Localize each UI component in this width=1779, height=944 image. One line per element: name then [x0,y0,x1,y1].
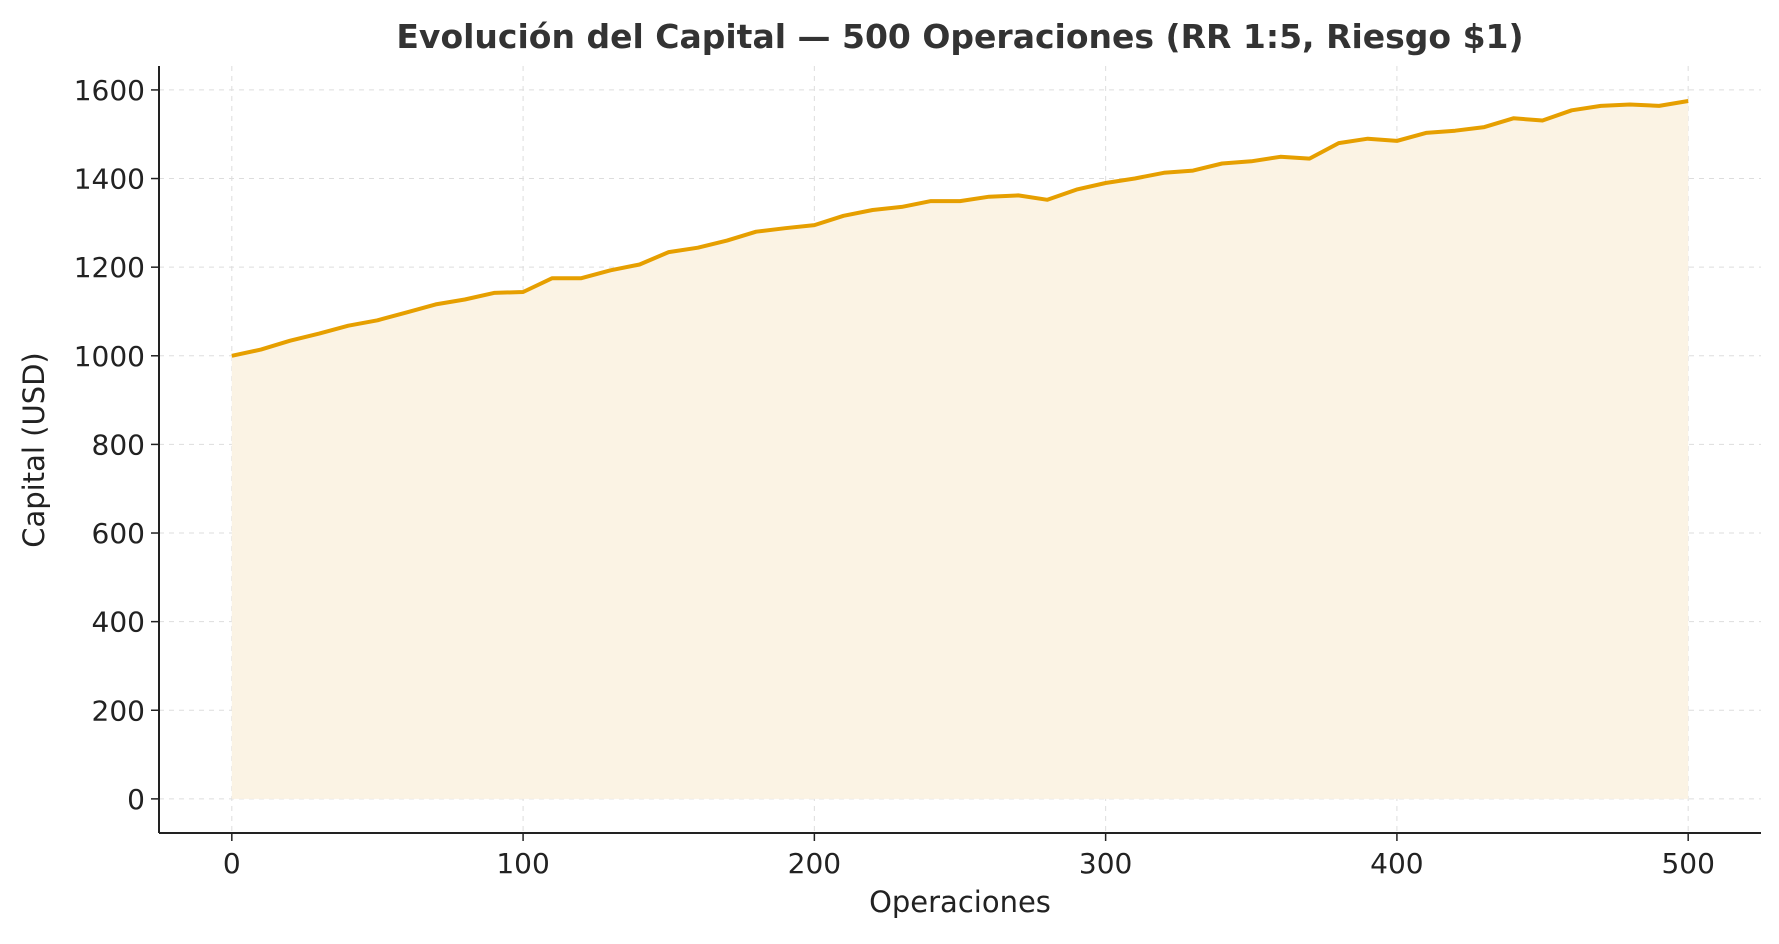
series-line [231,99,1689,358]
y-tick-label: 1600 [74,74,145,107]
axes: 0 100 200 300 400 500 0 200 400 600 800 1000 1200 140… [74,66,1761,880]
x-tick-label: 500 [1661,847,1714,880]
y-tick-label: 600 [92,517,145,550]
x-tick-label: 300 [1079,847,1132,880]
y-tick-label: 1000 [74,340,145,373]
y-tick-label: 1200 [74,251,145,284]
x-tick-label: 400 [1370,847,1423,880]
chart-title: Evolución del Capital — 500 Operaciones … [396,17,1523,56]
x-tick-label: 200 [788,847,841,880]
x-tick-label: 100 [496,847,549,880]
y-tick-label: 200 [92,694,145,727]
x-axis-label: Operaciones [869,885,1051,919]
y-tick-label: 800 [92,428,145,461]
y-tick-label: 1400 [74,163,145,196]
x-tick-label: 0 [223,847,241,880]
area-fill [231,101,1689,799]
y-tick-label: 400 [92,606,145,639]
y-axis-label: Capital (USD) [17,352,51,548]
y-tick-label: 0 [127,783,145,816]
